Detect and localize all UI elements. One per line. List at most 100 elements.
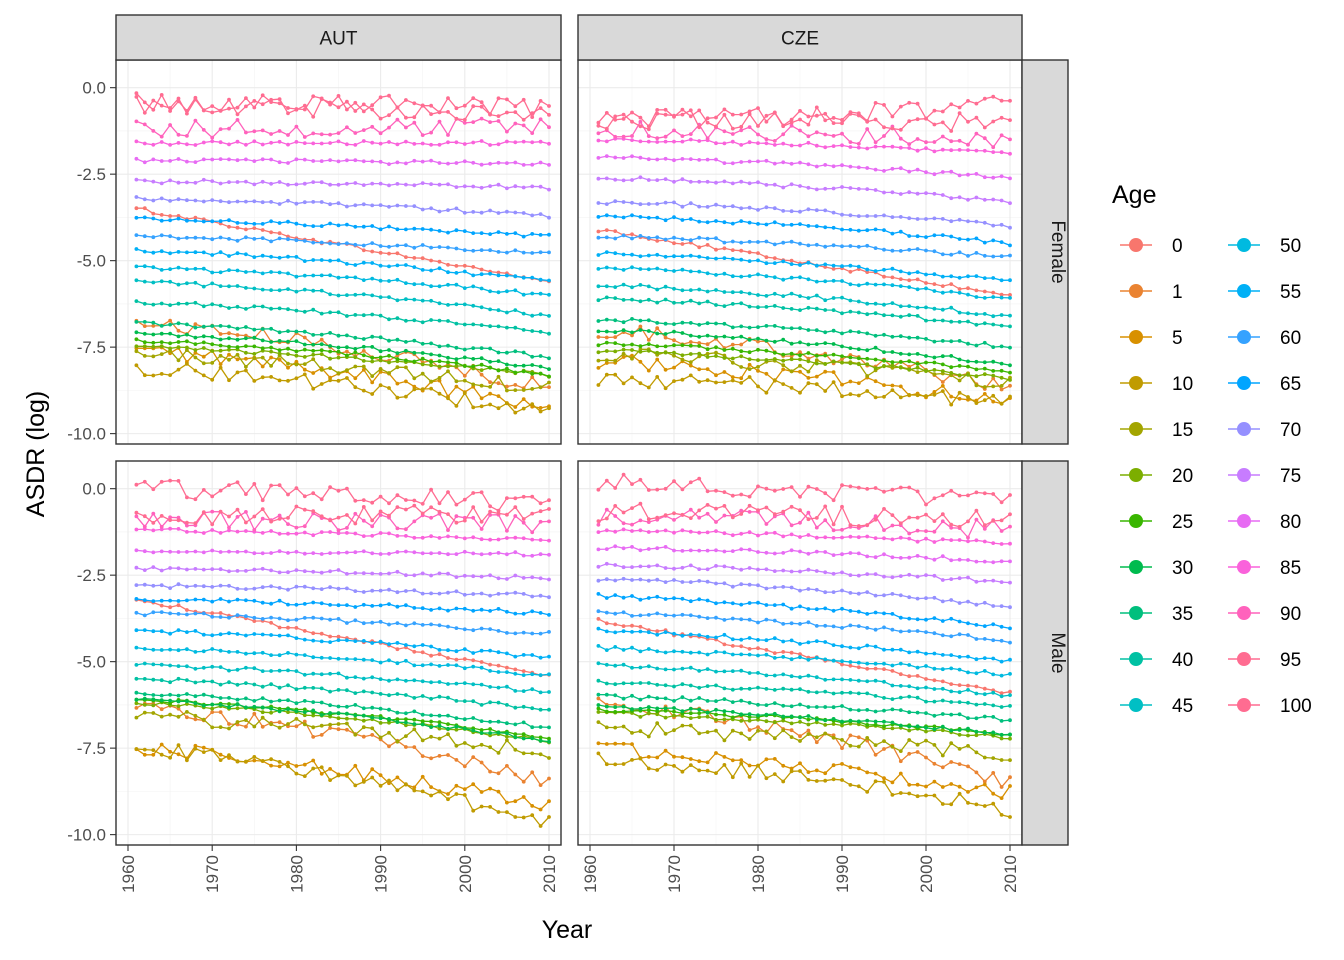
data-point bbox=[210, 710, 215, 714]
data-point bbox=[420, 133, 425, 138]
data-point bbox=[521, 732, 526, 736]
data-point bbox=[345, 586, 349, 591]
data-point bbox=[999, 174, 1004, 179]
data-point bbox=[655, 487, 660, 492]
data-point bbox=[218, 181, 223, 186]
data-point bbox=[621, 215, 626, 220]
data-point bbox=[823, 341, 828, 345]
data-point bbox=[806, 587, 811, 591]
data-point bbox=[328, 634, 332, 639]
data-point bbox=[269, 722, 273, 727]
data-point bbox=[471, 346, 476, 350]
data-point bbox=[764, 183, 769, 187]
data-point bbox=[547, 374, 551, 379]
data-point bbox=[328, 331, 332, 335]
data-point bbox=[446, 695, 450, 700]
data-point bbox=[697, 650, 702, 655]
series-age-10 bbox=[134, 743, 551, 828]
data-point bbox=[496, 629, 501, 633]
data-point bbox=[840, 264, 844, 269]
data-point bbox=[345, 486, 349, 491]
legend-label: 65 bbox=[1280, 374, 1301, 395]
data-point bbox=[378, 95, 383, 100]
data-point bbox=[848, 140, 853, 145]
data-point bbox=[446, 648, 450, 653]
data-point bbox=[319, 342, 324, 347]
data-point bbox=[831, 134, 836, 138]
data-point bbox=[235, 333, 240, 337]
data-point bbox=[915, 649, 920, 654]
data-point bbox=[395, 365, 400, 370]
data-point bbox=[915, 370, 920, 374]
data-point bbox=[319, 180, 324, 185]
data-point bbox=[336, 711, 341, 716]
data-point bbox=[496, 670, 501, 674]
data-point bbox=[924, 248, 928, 253]
data-point bbox=[328, 778, 332, 782]
data-point bbox=[730, 112, 735, 117]
data-point bbox=[513, 631, 518, 636]
data-point bbox=[185, 530, 189, 534]
data-point bbox=[244, 651, 248, 656]
data-point bbox=[882, 103, 886, 107]
data-point bbox=[159, 331, 164, 336]
data-point bbox=[218, 710, 223, 714]
data-point bbox=[756, 305, 760, 310]
series-age-35 bbox=[596, 317, 1012, 350]
x-tick-label: 2000 bbox=[456, 855, 475, 893]
data-point bbox=[898, 521, 903, 526]
data-point bbox=[621, 282, 626, 287]
data-point bbox=[252, 598, 257, 603]
data-point bbox=[882, 647, 886, 652]
data-point bbox=[848, 765, 853, 770]
data-point bbox=[924, 685, 928, 690]
data-point bbox=[462, 592, 467, 597]
data-point bbox=[848, 298, 853, 303]
data-point bbox=[176, 282, 181, 287]
data-point bbox=[655, 515, 660, 520]
data-point bbox=[134, 701, 139, 706]
data-point bbox=[260, 338, 265, 343]
data-point bbox=[446, 608, 450, 613]
data-point bbox=[353, 521, 358, 526]
data-point bbox=[604, 648, 609, 652]
data-point bbox=[294, 221, 299, 226]
data-point bbox=[302, 141, 307, 146]
data-point bbox=[672, 699, 676, 703]
data-point bbox=[814, 382, 819, 387]
data-point bbox=[513, 705, 518, 710]
data-point bbox=[1008, 775, 1012, 780]
data-point bbox=[134, 247, 139, 251]
data-point bbox=[646, 488, 651, 492]
data-point bbox=[235, 697, 240, 702]
data-point bbox=[151, 235, 156, 240]
data-point bbox=[680, 709, 685, 714]
data-point bbox=[429, 182, 433, 187]
data-point bbox=[621, 681, 626, 686]
data-point bbox=[336, 293, 341, 298]
data-point bbox=[345, 142, 349, 147]
data-point bbox=[789, 258, 794, 263]
data-point bbox=[966, 395, 970, 399]
data-point bbox=[193, 549, 198, 554]
data-point bbox=[764, 255, 769, 260]
x-tick-label: 1990 bbox=[833, 855, 852, 893]
data-point bbox=[898, 672, 903, 677]
strip-col bbox=[577, 14, 1023, 61]
data-point bbox=[269, 132, 273, 136]
data-point bbox=[831, 536, 836, 540]
data-point bbox=[210, 664, 215, 669]
data-point bbox=[496, 250, 501, 254]
data-point bbox=[235, 702, 240, 707]
data-point bbox=[655, 111, 660, 116]
data-point bbox=[505, 591, 509, 596]
data-point bbox=[496, 160, 501, 165]
data-point bbox=[730, 239, 735, 244]
data-point bbox=[873, 627, 878, 632]
data-point bbox=[873, 779, 878, 784]
data-point bbox=[722, 370, 727, 374]
legend-label: 10 bbox=[1172, 374, 1193, 395]
data-point bbox=[655, 357, 660, 362]
data-point bbox=[646, 564, 651, 569]
data-point bbox=[882, 611, 886, 616]
